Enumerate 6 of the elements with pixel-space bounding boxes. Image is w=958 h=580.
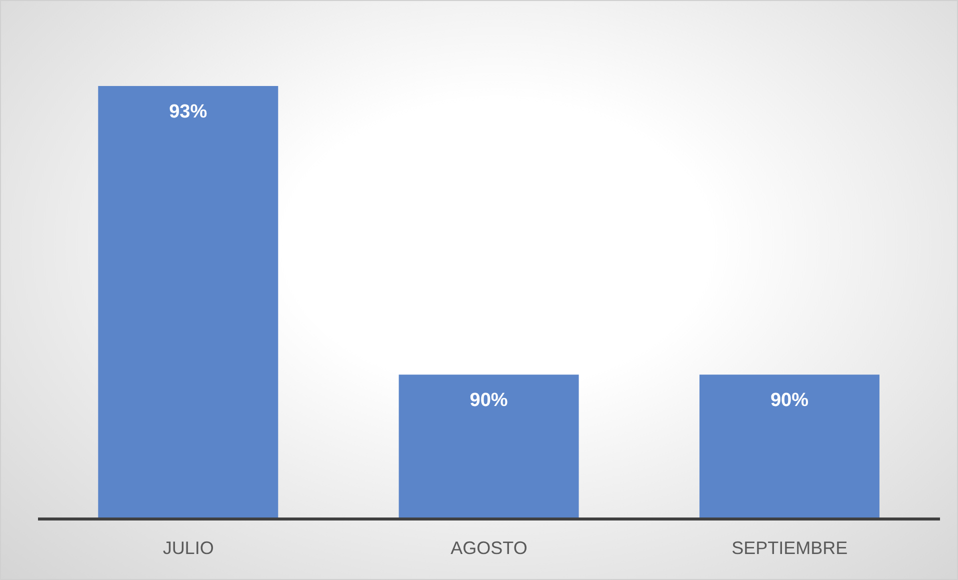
x-tick-label: JULIO <box>162 538 214 558</box>
x-tick-label: AGOSTO <box>450 538 528 558</box>
data-label: 90% <box>470 390 508 412</box>
data-label: 90% <box>770 390 809 412</box>
x-tick-label: SEPTIEMBRE <box>732 538 848 558</box>
data-label: 93% <box>169 101 208 122</box>
